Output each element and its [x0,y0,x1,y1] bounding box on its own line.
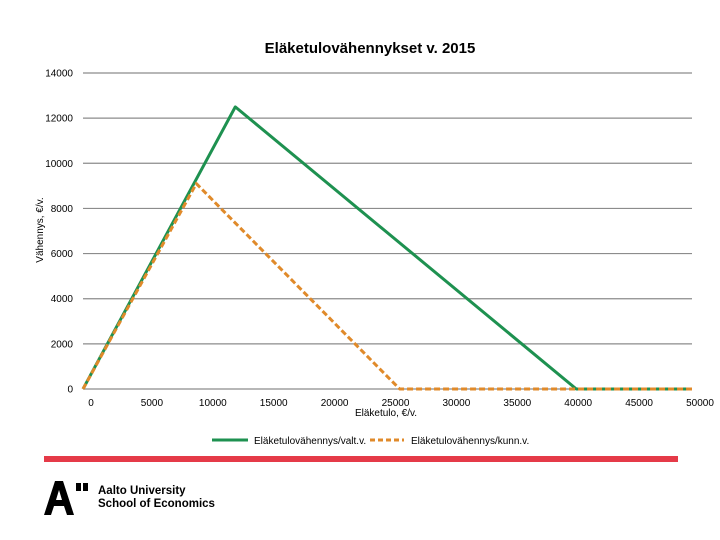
y-tick-label: 10000 [45,159,73,170]
x-tick-label: 15000 [260,398,288,409]
x-tick-labels: 0 5000 10000 15000 20000 25000 30000 35000 40000… [88,398,714,409]
y-tick-label: 6000 [51,249,74,260]
x-tick-label: 50000 [686,398,714,409]
y-tick-label: 8000 [51,204,74,215]
aalto-a-mark-icon [44,481,88,515]
logo-line-1: Aalto University [98,485,186,497]
y-tick-label: 4000 [51,294,74,305]
x-tick-label: 5000 [141,398,164,409]
series-line-valt [81,105,692,391]
x-tick-label: 45000 [625,398,653,409]
x-tick-label: 20000 [321,398,349,409]
x-tick-label: 35000 [503,398,531,409]
gridlines [83,72,692,390]
series-lines [81,105,692,391]
legend-label-kunn: Eläketulovähennys/kunn.v. [411,436,529,447]
y-tick-labels: 0 2000 4000 6000 8000 10000 12000 14000 [45,69,73,396]
series-line-kunn [81,182,692,391]
legend: Eläketulovähennys/valt.v. Eläketulovähen… [212,436,529,447]
y-tick-label: 12000 [45,114,73,125]
x-tick-label: 25000 [382,398,410,409]
aalto-logo: Aalto University School of Economics [44,480,215,516]
y-axis-label: Vähennys, €/v. [35,197,46,262]
chart: Eläketulovähennykset v. 2015 0 2000 4000 60… [35,40,714,447]
legend-label-valt: Eläketulovähennys/valt.v. [254,436,366,447]
chart-title: Eläketulovähennykset v. 2015 [265,40,476,57]
x-tick-label: 30000 [442,398,470,409]
x-tick-label: 0 [88,398,94,409]
x-tick-label: 40000 [564,398,592,409]
y-tick-label: 0 [67,385,73,396]
y-tick-label: 14000 [45,69,73,80]
logo-line-2: School of Economics [98,498,215,510]
x-tick-label: 10000 [199,398,227,409]
x-axis-label: Eläketulo, €/v. [355,408,417,419]
y-tick-label: 2000 [51,339,74,350]
footer-accent-bar [44,456,678,462]
